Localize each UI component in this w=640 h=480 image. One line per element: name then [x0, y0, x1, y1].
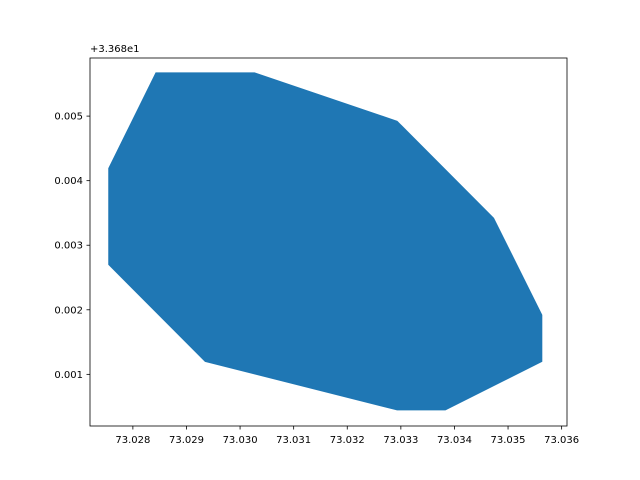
- x-tick-label: 73.035: [491, 435, 526, 446]
- y-tick-label: 0.001: [54, 370, 83, 381]
- filled-polygon: [108, 72, 543, 411]
- x-axis-ticks: 73.028 73.029 73.030 73.031 73.032 73.033 73.0…: [115, 426, 579, 446]
- x-tick-label: 73.034: [437, 435, 472, 446]
- x-tick-label: 73.036: [544, 435, 579, 446]
- plot-area: [108, 72, 543, 411]
- x-tick-label: 73.031: [276, 435, 311, 446]
- x-tick-label: 73.028: [115, 435, 150, 446]
- x-tick-label: 73.029: [169, 435, 204, 446]
- y-axis-ticks: 0.001 0.002 0.003 0.004 0.005: [54, 112, 90, 381]
- y-tick-label: 0.004: [54, 176, 83, 187]
- y-axis-offset-label: +3.368e1: [90, 44, 140, 55]
- x-tick-label: 73.032: [330, 435, 365, 446]
- x-tick-label: 73.033: [383, 435, 418, 446]
- y-tick-label: 0.005: [54, 112, 83, 123]
- y-tick-label: 0.002: [54, 305, 83, 316]
- x-tick-label: 73.030: [223, 435, 258, 446]
- y-tick-label: 0.003: [54, 241, 83, 252]
- axes-frame: [89, 57, 568, 427]
